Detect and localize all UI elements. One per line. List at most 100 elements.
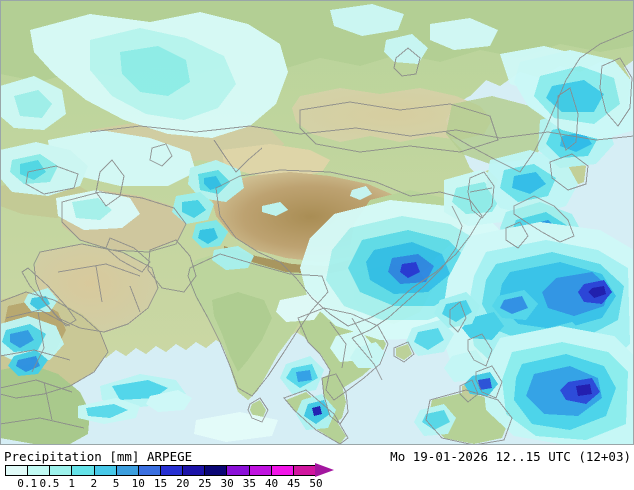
colorbar-tick-label: 1: [68, 477, 75, 490]
precip-redsea-core: [30, 296, 50, 310]
colorbar-tick-label: 15: [153, 477, 168, 490]
border-korea: [467, 171, 495, 219]
border-kazakh-china: [213, 139, 263, 173]
page-title: Precipitation [mm] ARPEGE: [4, 449, 193, 464]
border-japan-honshu: [513, 195, 575, 243]
border-philippines: [459, 333, 503, 403]
colorbar-tick-label: 10: [131, 477, 145, 490]
precip-philippines-local-core: [478, 378, 492, 390]
border-saudi-internal: [57, 263, 141, 313]
coast-china-east: [351, 205, 463, 339]
coast-persian-gulf: [105, 237, 151, 273]
border-sakhalin: [557, 87, 579, 151]
precip-hindukush-core: [182, 200, 206, 218]
colorbar-cell[interactable]: [249, 466, 272, 475]
precip-caucasus-core2: [20, 160, 46, 180]
coast-caspian: [95, 159, 125, 207]
border-mongolia: [299, 101, 499, 153]
precip-pamir-core2: [204, 176, 222, 190]
precip-siberia-scatter2: [430, 18, 498, 50]
border-japan-kyushu: [505, 221, 529, 249]
border-china: [215, 169, 483, 327]
colorbar-tick-label: 35: [242, 477, 256, 490]
precip-borneo-core: [422, 410, 450, 430]
land-deccan-plateau: [212, 292, 272, 372]
footer-bar: Precipitation [mm] ARPEGE Mo 19-01-2026 …: [0, 445, 634, 490]
precip-andaman-core2: [296, 370, 312, 382]
precip-philippine-core3: [576, 384, 592, 396]
precip-indochina-2: [350, 342, 386, 368]
precipitation-colorbar[interactable]: 0.1 0.5 1 2 5 10 15 20 25 30 35 40 45 50: [5, 463, 335, 490]
border-india: [187, 253, 329, 397]
border-eastafrica-internal: [0, 379, 85, 429]
colorbar-tick-label: 2: [90, 477, 98, 490]
border-sumatra: [283, 389, 349, 445]
precip-bengal-trace: [276, 294, 324, 322]
colorbar-cell[interactable]: [50, 466, 73, 475]
colorbar-cell[interactable]: [94, 466, 117, 475]
border-malay: [321, 373, 349, 425]
colorbar-tick-label: 0.5: [39, 477, 60, 490]
precip-scs-streak2-core: [414, 328, 444, 350]
map-canvas[interactable]: [0, 0, 634, 445]
precip-west-siberia-core2: [120, 46, 190, 96]
colorbar-cell[interactable]: [160, 466, 184, 475]
coast-ne-asia: [445, 29, 634, 173]
colorbar-cell[interactable]: [6, 466, 29, 475]
border-hainan: [393, 341, 415, 363]
colorbar-cell[interactable]: [271, 466, 294, 475]
colorbar-cell[interactable]: [205, 466, 228, 475]
colorbar-cell[interactable]: [28, 466, 51, 475]
border-russia-south: [89, 125, 634, 141]
colorbar-tick-label: 20: [176, 477, 190, 490]
land-hainan: [396, 344, 412, 360]
colorbar-cell[interactable]: [116, 466, 139, 475]
colorbar-cell[interactable]: [72, 466, 95, 475]
precip-japan-sea-core2: [512, 172, 546, 194]
precip-somali-band2-core: [86, 404, 128, 418]
colorbar-cell[interactable]: [138, 466, 161, 475]
precip-tibet-trace1: [262, 202, 288, 216]
colorbar-swatches[interactable]: [5, 465, 316, 476]
colorbar-overflow-arrow: [315, 463, 334, 477]
coast-aral: [149, 143, 173, 167]
colorbar-tick-label: 25: [198, 477, 212, 490]
colorbar-cell[interactable]: [293, 466, 315, 475]
coast-black-sea: [25, 165, 79, 195]
border-indochina: [297, 307, 389, 401]
colorbar-tick-label: 30: [220, 477, 234, 490]
precip-ethiopia-core2: [10, 330, 34, 348]
border-japan-hokkaido: [549, 153, 589, 191]
border-taiwan: [449, 301, 467, 333]
border-iran: [61, 191, 187, 253]
forecast-timestamp: Mo 19-01-2026 12..15 UTC (12+03): [390, 449, 631, 464]
border-ethiopia-internal: [0, 309, 71, 373]
border-korea-dmz: [469, 187, 493, 193]
border-pakistan-iran: [147, 239, 197, 293]
precip-east-china-core4: [400, 262, 420, 278]
precip-tibet-trace2: [350, 186, 372, 200]
coast-se-china: [351, 337, 383, 381]
coast-red-sea: [21, 267, 77, 327]
colorbar-tick-label: 45: [287, 477, 301, 490]
colorbar-tick-label: 50: [309, 477, 323, 490]
border-layer: [0, 29, 634, 445]
precip-siberia-scatter1: [330, 4, 404, 36]
coast-lake-baikal: [393, 47, 421, 77]
colorbar-cell[interactable]: [183, 466, 206, 475]
border-thai-viet: [329, 317, 373, 369]
precip-urals-core: [14, 90, 52, 118]
border-sri-lanka: [247, 397, 269, 423]
precip-pacific-cell-a-core: [500, 296, 528, 314]
border-kamchatka: [599, 57, 633, 127]
precip-arabsea-streak: [146, 390, 192, 412]
border-horn-africa: [0, 291, 109, 399]
map-panel[interactable]: [0, 0, 634, 445]
colorbar-cell[interactable]: [227, 466, 250, 475]
colorbar-tick-label: 40: [264, 477, 279, 490]
precip-nw-pacific-core-deep: [588, 286, 606, 298]
precip-iran-core: [72, 198, 112, 220]
colorbar-tick-label: 5: [112, 477, 120, 490]
colorbar-tick-labels: 0.1 0.5 1 2 5 10 15 20 25 30 35 40 45 50: [5, 477, 322, 490]
